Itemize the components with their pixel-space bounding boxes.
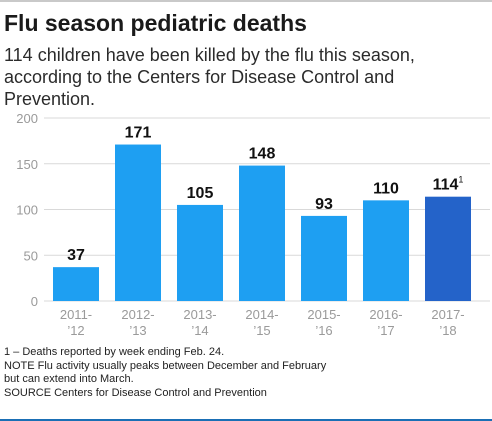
x-tick-label-6-1: ’18 <box>439 323 456 338</box>
data-label-0: 37 <box>67 247 85 264</box>
x-tick-label-4-1: ’16 <box>315 323 332 338</box>
bar-chart: 0 50 100 150 200 37 2011-’12 171 2012-’13 105 2013… <box>16 111 490 338</box>
bar-6 <box>425 196 471 301</box>
bar-2 <box>177 204 223 301</box>
x-tick-label-1-0: 2012- <box>121 307 154 322</box>
footnote-mark-6: 1 <box>458 175 463 185</box>
y-tick-label-100: 100 <box>16 203 38 218</box>
footnote-text: 1 – Deaths reported by week ending Feb. … <box>4 346 225 358</box>
bottom-rule <box>0 419 492 421</box>
note-text-line-2: but can extend into March. <box>4 373 134 385</box>
data-label-1: 171 <box>125 125 152 142</box>
chart-subtitle: 114 children have been killed by the flu… <box>4 45 415 109</box>
bar-0 <box>53 267 99 301</box>
top-rule <box>0 0 492 2</box>
x-tick-label-3-1: ’15 <box>253 323 270 338</box>
y-tick-label-150: 150 <box>16 157 38 172</box>
chart-notes: 1 – Deaths reported by week ending Feb. … <box>4 346 326 400</box>
data-label-3: 148 <box>249 146 276 163</box>
bar-1 <box>115 144 161 301</box>
x-tick-label-0-1: ’12 <box>67 323 84 338</box>
x-tick-label-3-0: 2014- <box>245 307 278 322</box>
y-tick-label-200: 200 <box>16 111 38 126</box>
y-tick-label-50: 50 <box>24 248 38 263</box>
source-text: SOURCE Centers for Disease Control and P… <box>4 386 267 399</box>
bar-5 <box>363 200 409 301</box>
x-tick-label-1-1: ’13 <box>129 323 146 338</box>
x-tick-label-6-0: 2017- <box>431 307 464 322</box>
data-label-5: 110 <box>373 180 399 197</box>
bar-3 <box>239 165 285 301</box>
x-tick-label-2-0: 2013- <box>183 307 216 322</box>
data-label-6: 1141 <box>433 175 464 194</box>
x-tick-label-0-0: 2011- <box>60 307 92 322</box>
x-tick-label-5-1: ’17 <box>377 323 394 338</box>
x-tick-label-2-1: ’14 <box>191 323 208 338</box>
data-label-4: 93 <box>315 196 333 213</box>
note-text-line-1: NOTE Flu activity usually peaks between … <box>4 359 327 372</box>
chart-title: Flu season pediatric deaths <box>4 10 307 36</box>
x-tick-label-5-0: 2016- <box>369 307 402 322</box>
bar-4 <box>301 215 347 301</box>
y-tick-label-0: 0 <box>31 294 38 309</box>
x-tick-label-4-0: 2015- <box>307 307 340 322</box>
data-label-2: 105 <box>187 185 214 202</box>
